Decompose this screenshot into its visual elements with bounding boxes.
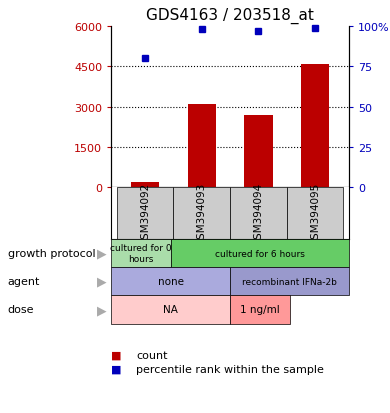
Text: GSM394094: GSM394094 (254, 182, 263, 245)
Bar (131, 183, 159, 188)
Text: NA: NA (163, 305, 178, 315)
Text: GSM394093: GSM394093 (197, 182, 207, 245)
Text: none: none (158, 277, 184, 287)
Text: dose: dose (8, 305, 34, 315)
Text: agent: agent (8, 277, 40, 287)
Text: ▶: ▶ (97, 275, 106, 288)
Text: ▶: ▶ (97, 303, 106, 316)
Title: GDS4163 / 203518_at: GDS4163 / 203518_at (146, 8, 314, 24)
Text: ■: ■ (111, 350, 122, 360)
Bar (230, 188, 287, 240)
Bar (188, 104, 216, 188)
Text: 1 ng/ml: 1 ng/ml (240, 305, 280, 315)
Bar (244, 115, 273, 188)
Bar (174, 188, 230, 240)
Text: ▶: ▶ (97, 247, 106, 260)
Bar (301, 64, 329, 188)
Text: cultured for 0
hours: cultured for 0 hours (110, 244, 172, 263)
Text: GSM394092: GSM394092 (140, 182, 150, 245)
Bar (117, 188, 174, 240)
Text: growth protocol: growth protocol (8, 249, 96, 259)
Text: recombinant IFNa-2b: recombinant IFNa-2b (242, 277, 337, 286)
Text: percentile rank within the sample: percentile rank within the sample (136, 364, 324, 374)
Text: cultured for 6 hours: cultured for 6 hours (215, 249, 305, 258)
Text: ■: ■ (111, 364, 122, 374)
Text: GSM394095: GSM394095 (310, 182, 320, 245)
Bar (287, 188, 343, 240)
Text: count: count (136, 350, 168, 360)
